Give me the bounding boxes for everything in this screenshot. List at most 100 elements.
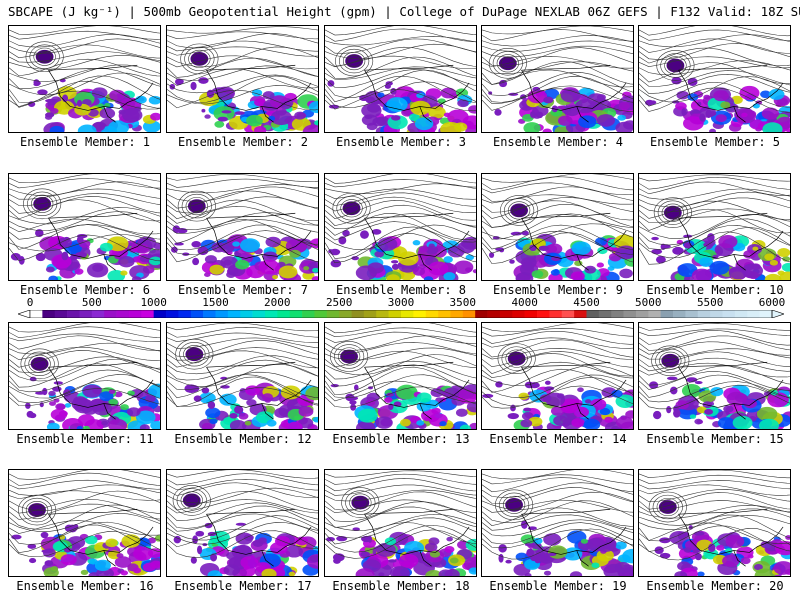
- cape-shading: [171, 225, 318, 280]
- coastline: [48, 361, 154, 420]
- coastline: [521, 212, 627, 271]
- height-contours: [167, 174, 318, 263]
- ensemble-member-map: [324, 322, 477, 430]
- height-contours: [639, 323, 790, 410]
- colorbar-tick-label: 4000: [511, 296, 538, 309]
- colorbar-bin: [190, 310, 204, 318]
- colorbar-bin: [116, 310, 130, 318]
- ensemble-member-map: [481, 25, 634, 133]
- colorbar-bin: [401, 310, 414, 318]
- low-pressure-cape-blob: [182, 493, 201, 508]
- ensemble-member-label: Ensemble Member: 11: [16, 432, 154, 446]
- ensemble-member-map: [481, 469, 634, 577]
- coastline: [48, 212, 154, 271]
- colorbar-left-arrow: [18, 310, 31, 318]
- ensemble-member-label: Ensemble Member: 4: [492, 135, 624, 149]
- colorbar-tick-label: 2500: [325, 296, 353, 309]
- colorbar-bin: [635, 310, 649, 318]
- ensemble-member-map: [166, 25, 319, 133]
- colorbar-bin: [54, 310, 68, 318]
- coastline: [206, 508, 312, 567]
- ensemble-member-map: [481, 322, 634, 430]
- ensemble-member-map: [8, 322, 161, 430]
- cape-shading: [489, 230, 633, 280]
- height-contours: [482, 323, 633, 409]
- coastline: [364, 212, 470, 271]
- colorbar-bin: [240, 310, 253, 318]
- colorbar-bin: [512, 310, 525, 318]
- colorbar-bin: [660, 310, 674, 318]
- colorbar-bin: [67, 310, 80, 318]
- cape-shading: [11, 523, 160, 576]
- colorbar-bin: [42, 310, 56, 318]
- cape-shading: [25, 376, 160, 429]
- ensemble-member-label: Ensemble Member: 13: [332, 432, 470, 446]
- colorbar-bin: [141, 310, 154, 318]
- colorbar-bin: [178, 310, 192, 318]
- ensemble-member-map: [638, 25, 791, 133]
- map-title: SBCAPE (J kg⁻¹) | 500mb Geopotential Hei…: [8, 4, 800, 19]
- height-contours: [482, 26, 633, 112]
- colorbar-bin: [648, 310, 661, 318]
- height-contours: [639, 26, 790, 113]
- colorbar-bin: [598, 310, 612, 318]
- colorbar-tick-label: 1500: [202, 296, 229, 309]
- low-pressure-cape-blob: [190, 52, 209, 66]
- ensemble-member-label: Ensemble Member: 7: [177, 283, 309, 297]
- cape-shading: [184, 376, 318, 429]
- low-pressure-cape-blob: [30, 356, 49, 371]
- cape-shading: [482, 380, 633, 429]
- coastline: [678, 361, 784, 420]
- ensemble-member-label: Ensemble Member: 16: [16, 579, 154, 593]
- colorbar-bin: [425, 310, 439, 318]
- cape-shading: [645, 76, 790, 132]
- height-contours: [167, 26, 318, 111]
- ensemble-member-map: [324, 173, 477, 281]
- low-pressure-cape-blob: [510, 203, 528, 218]
- cape-shading: [27, 78, 160, 132]
- colorbar-bin: [252, 310, 266, 318]
- height-contours: [325, 26, 476, 112]
- colorbar-bin: [734, 310, 748, 318]
- coastline: [678, 64, 784, 123]
- coastline: [521, 64, 627, 123]
- ensemble-member-label: Ensemble Member: 20: [646, 579, 784, 593]
- colorbar-bin: [697, 310, 711, 318]
- colorbar-right-arrow: [771, 310, 784, 318]
- colorbar-bin: [302, 310, 315, 318]
- colorbar-bin: [685, 310, 699, 318]
- coastline: [48, 64, 154, 123]
- ensemble-member-label: Ensemble Member: 18: [332, 579, 470, 593]
- ensemble-member-label: Ensemble Member: 5: [649, 135, 781, 149]
- cape-shading: [10, 229, 160, 280]
- ensemble-member-label: Ensemble Member: 9: [492, 283, 624, 297]
- coastline: [48, 508, 154, 567]
- colorbar-bin: [438, 310, 451, 318]
- cape-shading: [328, 229, 476, 280]
- colorbar-bin: [91, 310, 105, 318]
- colorbar-bin: [524, 310, 538, 318]
- ensemble-member-map: [481, 173, 634, 281]
- colorbar-bin: [413, 310, 427, 318]
- ensemble-member-map: [8, 25, 161, 133]
- colorbar-tick-label: 0: [26, 296, 34, 309]
- colorbar-bin: [326, 310, 340, 318]
- ensemble-member-label: Ensemble Member: 3: [335, 135, 467, 149]
- coastline: [206, 361, 312, 420]
- colorbar-bin: [561, 310, 575, 318]
- colorbar-bin: [376, 310, 389, 318]
- height-contours: [639, 470, 790, 561]
- cape-shading: [651, 233, 790, 280]
- cape-shading: [173, 522, 318, 576]
- coastline: [206, 64, 312, 123]
- colorbar-bin: [537, 310, 550, 318]
- colorbar-bin: [388, 310, 402, 318]
- colorbar-bin: [623, 310, 637, 318]
- coastline: [521, 508, 627, 567]
- colorbar-bin: [277, 310, 290, 318]
- ensemble-member-label: Ensemble Member: 6: [19, 283, 151, 297]
- colorbar-bin: [450, 310, 464, 318]
- ensemble-member-label: Ensemble Member: 19: [489, 579, 627, 593]
- ensemble-member-label: Ensemble Member: 17: [174, 579, 312, 593]
- ensemble-member-map: [166, 173, 319, 281]
